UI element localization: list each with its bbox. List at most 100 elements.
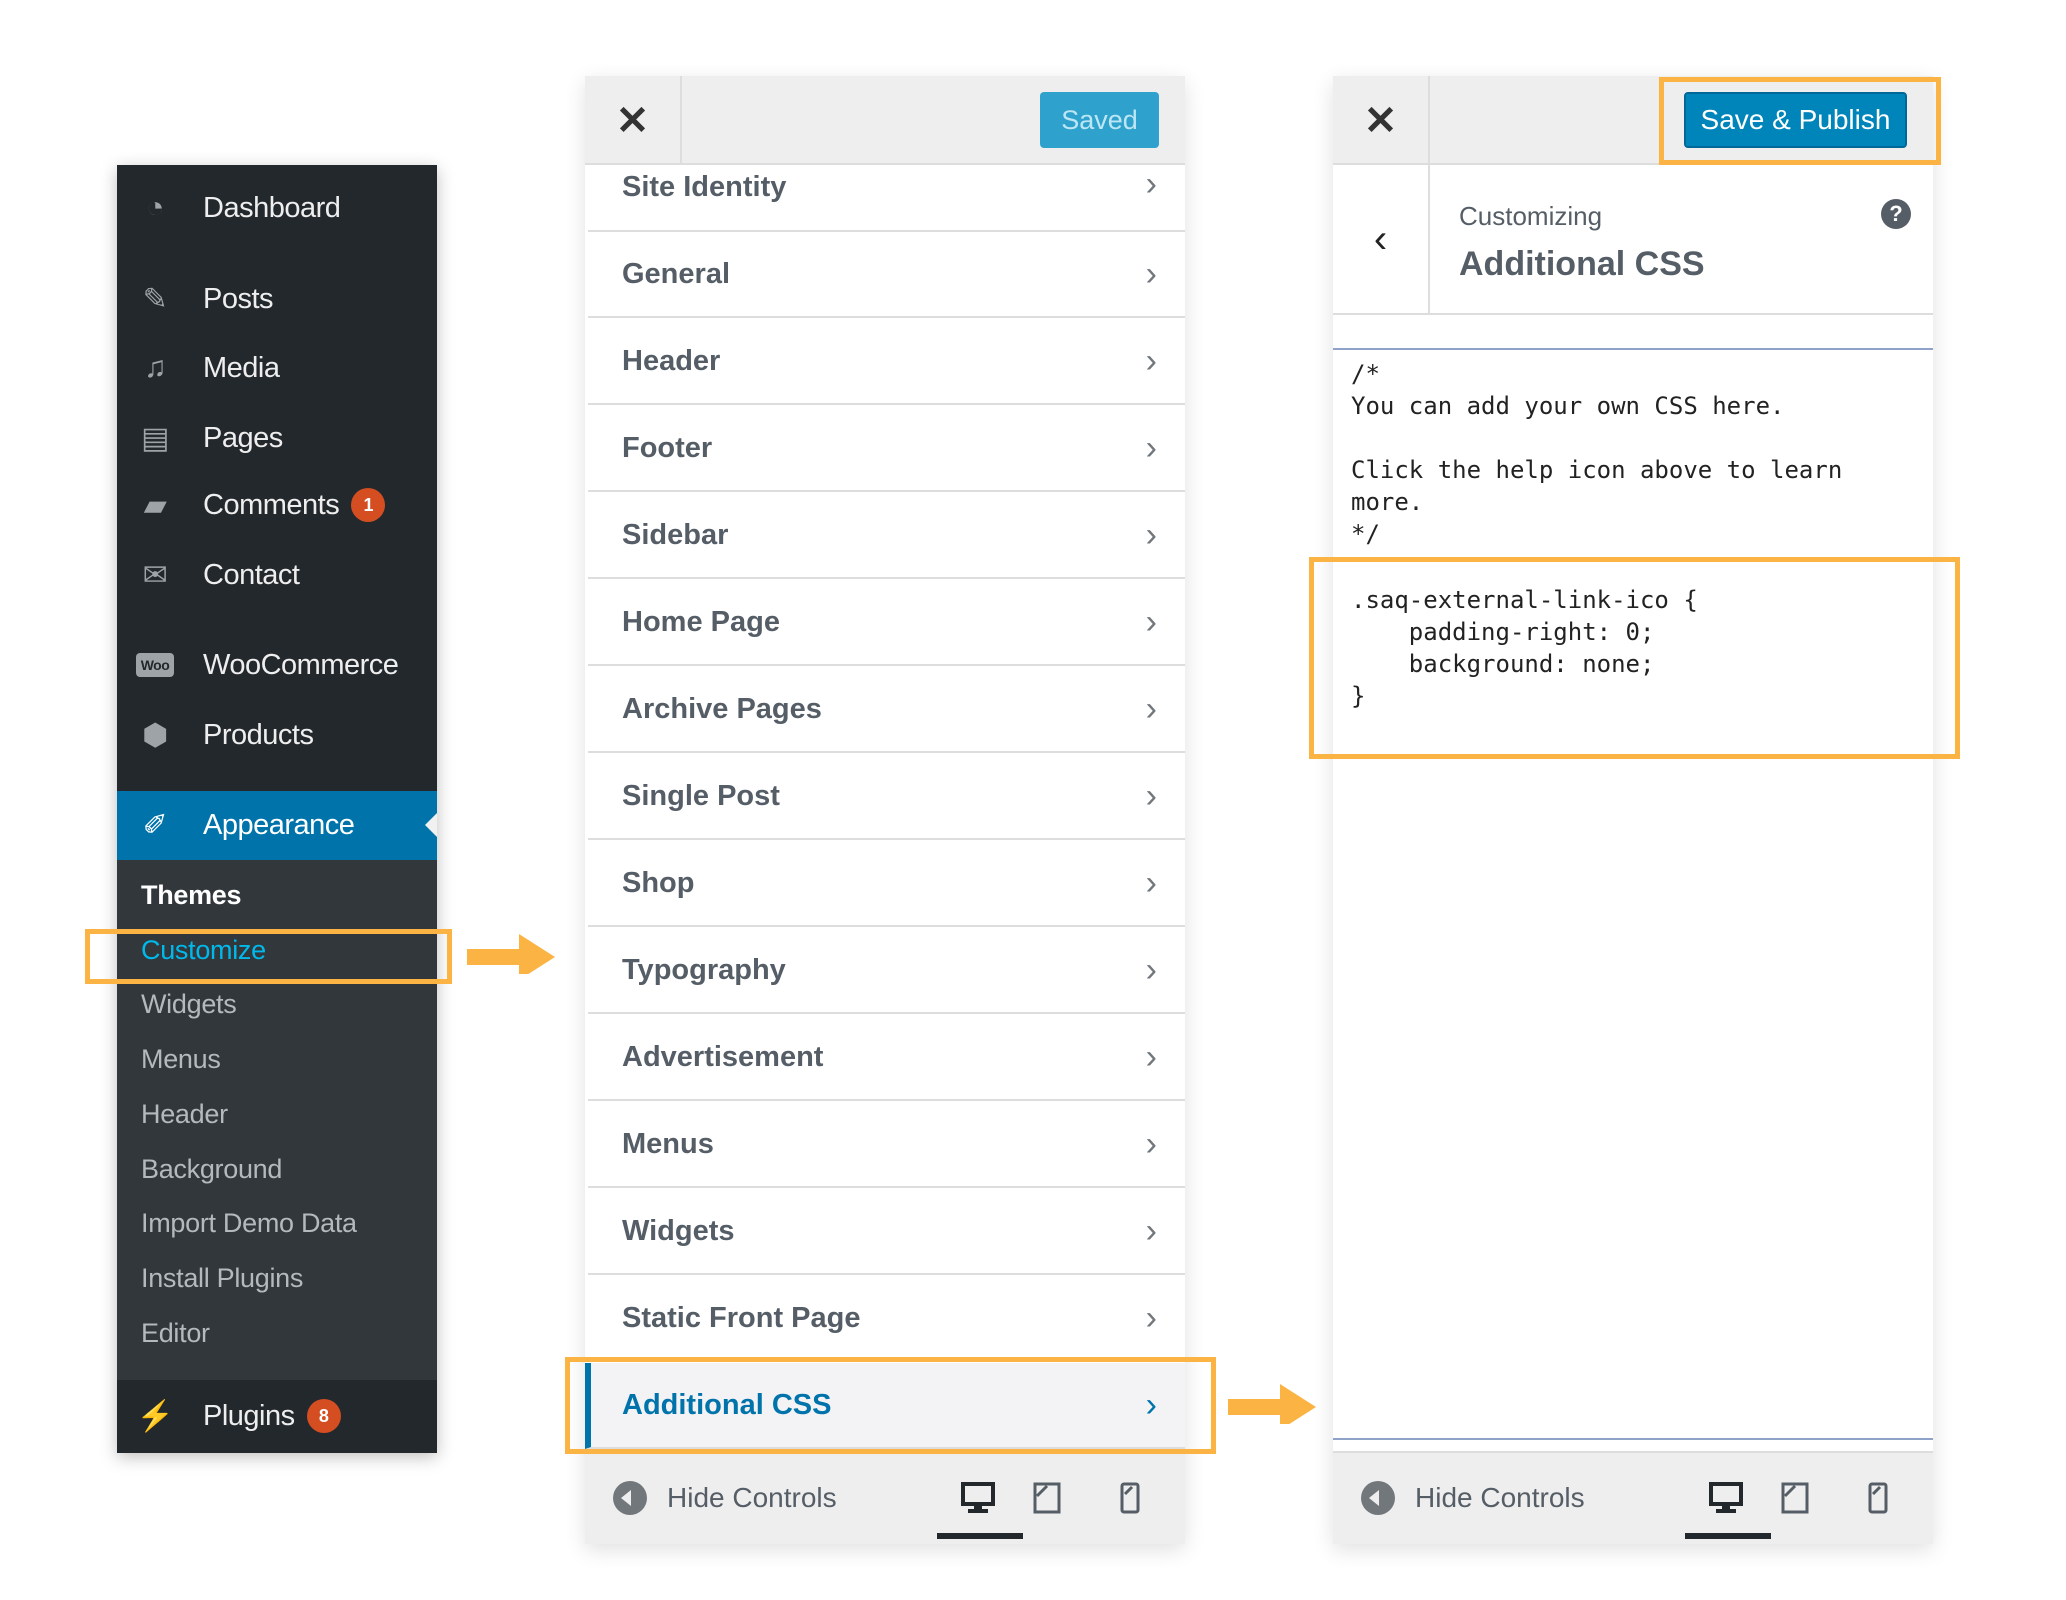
section-footer[interactable]: Footer ›: [588, 406, 1185, 492]
chevron-right-icon: ›: [1145, 1298, 1157, 1337]
section-label: Typography: [622, 953, 786, 986]
customizer-panel: ✕ Saved Site Identity › General › Header › Foo…: [585, 76, 1185, 1544]
submenu-item-background[interactable]: Background: [141, 1153, 283, 1184]
custom-css-highlight: [1309, 557, 1960, 759]
collapse-icon: [1361, 1481, 1395, 1515]
desktop-preview-icon[interactable]: [1701, 1475, 1751, 1521]
section-label: Static Front Page: [622, 1301, 861, 1334]
help-icon[interactable]: ?: [1881, 199, 1911, 229]
desktop-preview-icon[interactable]: [953, 1475, 1003, 1521]
chevron-right-icon: ›: [1145, 689, 1157, 728]
submenu-item-customize[interactable]: Customize: [141, 934, 266, 965]
mobile-preview-icon[interactable]: [1105, 1475, 1155, 1521]
menu-item-posts[interactable]: ✎ Posts: [117, 271, 437, 327]
panel-title: Additional CSS: [1459, 245, 1705, 283]
section-header[interactable]: Header ›: [588, 319, 1185, 405]
chevron-right-icon: ›: [1145, 1211, 1157, 1250]
arrow-right-icon: [1228, 1384, 1316, 1424]
menu-item-label: Products: [203, 718, 314, 751]
count-badge: 8: [306, 1399, 341, 1433]
section-label: Archive Pages: [622, 692, 822, 725]
section-static-front-page[interactable]: Static Front Page ›: [588, 1276, 1185, 1362]
menu-item-label: Plugins: [203, 1399, 295, 1432]
hide-controls-label: Hide Controls: [1415, 1482, 1585, 1513]
section-label: Advertisement: [622, 1040, 824, 1073]
submenu-item-themes[interactable]: Themes: [141, 880, 242, 910]
section-label: Additional CSS: [622, 1388, 832, 1421]
arrow-right-icon: [467, 934, 555, 974]
section-header: ‹ Customizing Additional CSS ?: [1333, 165, 1933, 315]
menu-item-woocommerce[interactable]: Woo WooCommerce: [117, 637, 437, 693]
additional-css-highlight: [565, 1357, 1216, 1454]
saved-button[interactable]: Saved: [1040, 92, 1159, 148]
hide-controls-button[interactable]: Hide Controls: [1361, 1481, 1585, 1515]
submenu-item-menus[interactable]: Menus: [141, 1044, 221, 1075]
submenu-item-editor[interactable]: Editor: [141, 1317, 210, 1348]
css-panel-footer: Hide Controls: [1333, 1451, 1933, 1544]
menu-item-pages[interactable]: ▤ Pages: [117, 410, 437, 466]
section-widgets[interactable]: Widgets ›: [588, 1189, 1185, 1275]
customizer-header: ✕ Saved: [585, 76, 1185, 165]
close-icon[interactable]: ✕: [585, 76, 682, 165]
menu-item-comments[interactable]: ▰ Comments 1: [117, 477, 437, 533]
menu-item-appearance[interactable]: ✐ Appearance: [117, 791, 437, 860]
count-badge: 1: [351, 488, 386, 522]
hide-controls-label: Hide Controls: [667, 1482, 837, 1513]
plugin-icon: ⚡: [136, 1399, 174, 1433]
section-sidebar[interactable]: Sidebar ›: [588, 493, 1185, 579]
section-home-page[interactable]: Home Page ›: [588, 580, 1185, 666]
css-panel-header: ✕ Save & Publish: [1333, 76, 1933, 165]
custom-css-code: .saq-external-link-ico { padding-right: …: [1351, 586, 1698, 710]
pages-icon: ▤: [141, 421, 169, 455]
section-label: Sidebar: [622, 518, 729, 551]
close-icon[interactable]: ✕: [1333, 76, 1430, 165]
submenu-item-install-plugins[interactable]: Install Plugins: [141, 1262, 304, 1293]
section-single-post[interactable]: Single Post ›: [588, 754, 1185, 840]
section-site-identity[interactable]: Site Identity ›: [588, 165, 1185, 232]
section-archive-pages[interactable]: Archive Pages ›: [588, 667, 1185, 753]
woo-icon: Woo: [135, 647, 175, 683]
save-publish-button[interactable]: Save & Publish: [1684, 92, 1907, 148]
active-device-indicator: [937, 1533, 1023, 1539]
menu-item-plugins[interactable]: ⚡ Plugins 8: [117, 1388, 437, 1444]
section-label: Site Identity: [622, 171, 787, 203]
active-device-indicator: [1685, 1533, 1771, 1539]
chevron-right-icon: ›: [1145, 1037, 1157, 1076]
chevron-right-icon: ›: [1145, 950, 1157, 989]
hide-controls-button[interactable]: Hide Controls: [613, 1481, 837, 1515]
menu-item-dashboard[interactable]: ◔ Dashboard: [117, 180, 437, 236]
section-general[interactable]: General ›: [588, 232, 1185, 318]
submenu-item-import-demo-data[interactable]: Import Demo Data: [141, 1208, 357, 1239]
chevron-right-icon: ›: [1145, 341, 1157, 380]
menu-item-label: Dashboard: [203, 191, 341, 224]
section-shop[interactable]: Shop ›: [588, 841, 1185, 927]
chevron-right-icon: ›: [1145, 776, 1157, 815]
menu-item-media[interactable]: ♫ Media: [117, 340, 437, 396]
css-panel: ✕ Save & Publish ‹ Customizing Additiona…: [1333, 76, 1933, 1544]
css-comment: /* You can add your own CSS here. Click …: [1351, 360, 1843, 548]
section-advertisement[interactable]: Advertisement ›: [588, 1015, 1185, 1101]
section-typography[interactable]: Typography ›: [588, 928, 1185, 1014]
menu-item-products[interactable]: ⬢ Products: [117, 707, 437, 763]
paintbrush-icon: ✐: [142, 809, 168, 842]
back-chevron-icon[interactable]: ‹: [1333, 165, 1430, 313]
chevron-right-icon: ›: [1145, 254, 1157, 293]
submenu-item-widgets[interactable]: Widgets: [141, 989, 237, 1020]
pin-icon: ✎: [142, 282, 168, 316]
menu-item-label: WooCommerce: [203, 648, 399, 681]
menu-item-contact[interactable]: ✉ Contact: [117, 547, 437, 603]
tablet-preview-icon[interactable]: [1770, 1475, 1820, 1521]
tablet-preview-icon[interactable]: [1022, 1475, 1072, 1521]
menu-item-label: Comments: [203, 488, 340, 521]
section-additional-css[interactable]: Additional CSS ›: [585, 1363, 1185, 1449]
appearance-submenu: Themes Customize Widgets Menus Header Backgro…: [117, 860, 437, 1380]
mobile-preview-icon[interactable]: [1853, 1475, 1903, 1521]
submenu-item-header[interactable]: Header: [141, 1098, 228, 1129]
css-editor[interactable]: /* You can add your own CSS here. Click …: [1333, 348, 1933, 1440]
chevron-right-icon: ›: [1145, 602, 1157, 641]
section-menus[interactable]: Menus ›: [588, 1102, 1185, 1188]
collapse-icon: [613, 1481, 647, 1515]
menu-item-label: Contact: [203, 558, 300, 591]
customizer-footer: Hide Controls: [585, 1451, 1185, 1544]
section-label: Widgets: [622, 1214, 735, 1247]
